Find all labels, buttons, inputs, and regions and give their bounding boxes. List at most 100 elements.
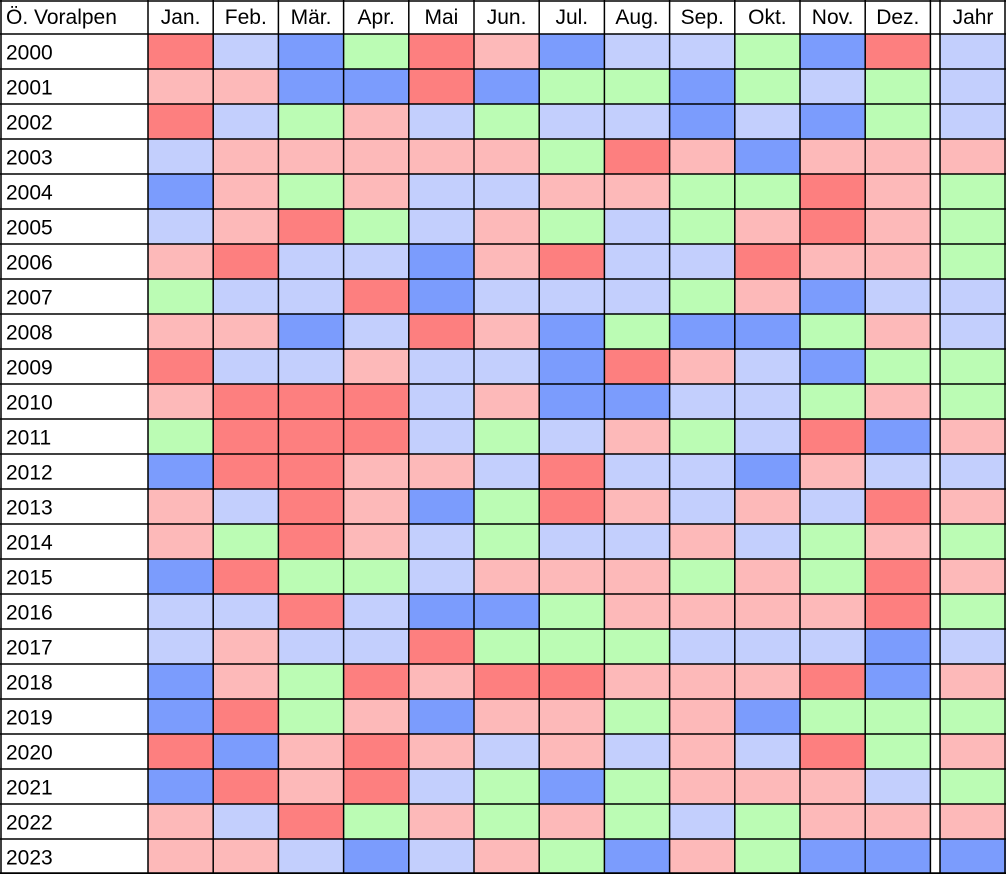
heatmap-cell-jahr — [940, 314, 1006, 349]
heatmap-cell — [539, 769, 605, 804]
heatmap-cell — [800, 244, 866, 279]
heatmap-cell — [278, 559, 344, 594]
heatmap-cell — [865, 664, 931, 699]
heatmap-cell — [865, 699, 931, 734]
heatmap-cell — [865, 489, 931, 524]
heatmap-cell — [539, 384, 605, 419]
heatmap-cell — [408, 489, 474, 524]
heatmap-cell — [278, 804, 344, 839]
heatmap-cell — [278, 34, 344, 69]
heatmap-cell — [604, 69, 670, 104]
heatmap-cell — [408, 349, 474, 384]
row-label: 2000 — [6, 42, 53, 65]
heatmap-cell — [408, 384, 474, 419]
heatmap-cell — [539, 489, 605, 524]
heatmap-cell — [604, 279, 670, 314]
column-header: Apr. — [358, 6, 395, 29]
heatmap-cell — [213, 629, 279, 664]
heatmap-cell — [539, 454, 605, 489]
heatmap-cell — [734, 524, 800, 559]
row-label: 2021 — [6, 777, 53, 800]
heatmap-cell-jahr — [940, 524, 1006, 559]
row-label: 2002 — [6, 112, 53, 135]
heatmap-cell — [800, 34, 866, 69]
heatmap-cell — [604, 839, 670, 874]
heatmap-cell — [669, 454, 735, 489]
heatmap-cell — [539, 174, 605, 209]
heatmap-cell-jahr — [940, 489, 1006, 524]
heatmap-cell — [148, 629, 214, 664]
heatmap-cell-jahr — [940, 209, 1006, 244]
row-label: 2023 — [6, 847, 53, 870]
row-label: 2001 — [6, 77, 53, 100]
heatmap-cell-jahr — [940, 629, 1006, 664]
heatmap-cell — [474, 489, 540, 524]
heatmap-cell — [213, 34, 279, 69]
heatmap-cell-jahr — [940, 34, 1006, 69]
heatmap-cell — [343, 244, 409, 279]
heatmap-cell — [539, 734, 605, 769]
heatmap-cell — [800, 174, 866, 209]
heatmap-cell — [604, 34, 670, 69]
heatmap-cell — [539, 34, 605, 69]
heatmap-cell-jahr — [940, 104, 1006, 139]
row-label: 2010 — [6, 392, 53, 415]
column-header: Feb. — [225, 6, 267, 29]
heatmap-cell — [604, 769, 670, 804]
heatmap-cell — [474, 699, 540, 734]
heatmap-cell — [800, 489, 866, 524]
heatmap-cell — [800, 69, 866, 104]
heatmap-cell — [734, 174, 800, 209]
heatmap-cell — [669, 629, 735, 664]
heatmap-cell — [669, 769, 735, 804]
heatmap-cell — [800, 664, 866, 699]
heatmap-cell — [604, 244, 670, 279]
heatmap-cell-jahr — [940, 664, 1006, 699]
heatmap-cell — [408, 209, 474, 244]
heatmap-cell — [213, 419, 279, 454]
heatmap-cell — [865, 279, 931, 314]
heatmap-cell-jahr — [940, 139, 1006, 174]
heatmap-cell — [865, 559, 931, 594]
heatmap-cell — [669, 174, 735, 209]
heatmap-cell — [148, 489, 214, 524]
heatmap-cell — [343, 69, 409, 104]
heatmap-cell — [408, 559, 474, 594]
heatmap-cell — [474, 419, 540, 454]
heatmap-cell — [343, 524, 409, 559]
heatmap-cell — [865, 594, 931, 629]
heatmap-cell — [734, 349, 800, 384]
column-header: Dez. — [876, 6, 919, 29]
heatmap-cell — [669, 209, 735, 244]
heatmap-cell — [408, 734, 474, 769]
heatmap-cell — [865, 454, 931, 489]
heatmap-cell — [734, 594, 800, 629]
heatmap-cell — [278, 384, 344, 419]
heatmap-cell — [669, 419, 735, 454]
heatmap-cell — [148, 174, 214, 209]
heatmap-cell — [408, 699, 474, 734]
heatmap-cell — [474, 524, 540, 559]
heatmap-cell — [278, 699, 344, 734]
heatmap-cell — [343, 174, 409, 209]
heatmap-cell — [539, 279, 605, 314]
heatmap-cell — [148, 279, 214, 314]
heatmap-cell — [865, 209, 931, 244]
heatmap-cell — [278, 734, 344, 769]
heatmap-cell — [474, 734, 540, 769]
heatmap-cell — [213, 699, 279, 734]
heatmap-cell — [474, 279, 540, 314]
heatmap-cell — [278, 349, 344, 384]
heatmap-cell — [604, 174, 670, 209]
heatmap-cell — [408, 104, 474, 139]
heatmap-cell — [865, 734, 931, 769]
heatmap-cell — [604, 349, 670, 384]
heatmap-cell — [474, 244, 540, 279]
row-label: 2014 — [6, 532, 53, 555]
column-header: Jan. — [161, 6, 201, 29]
heatmap-cell — [734, 454, 800, 489]
heatmap-cell — [865, 384, 931, 419]
heatmap-cell — [343, 139, 409, 174]
heatmap-cell — [865, 349, 931, 384]
